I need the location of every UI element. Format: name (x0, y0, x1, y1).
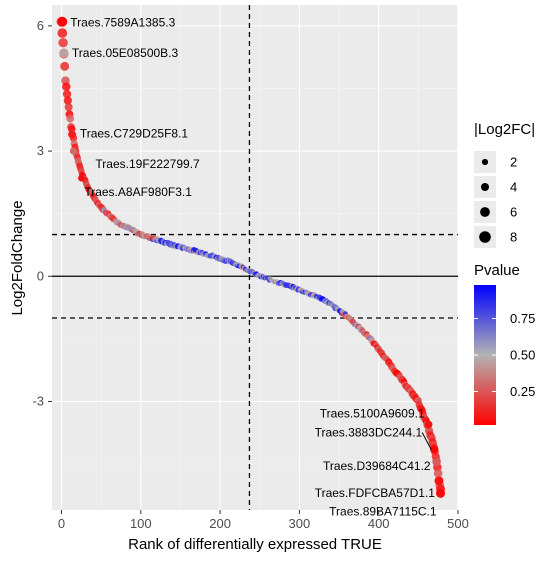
point-label: Traes.C729D25F8.1 (80, 126, 189, 140)
point-labels: Traes.7589A1385.3 Traes.05E08500B.3 Traes.… (70, 16, 437, 519)
data-point (68, 125, 76, 133)
size-legend-dot (481, 158, 489, 166)
x-tick-label: 500 (447, 516, 469, 531)
labeled-point (424, 420, 433, 429)
size-legend-dot (479, 231, 491, 243)
size-legend-label: 8 (510, 230, 517, 245)
size-legend-label: 6 (510, 205, 517, 220)
point-label: Traes.7589A1385.3 (70, 16, 175, 30)
point-label: Traes.19F222799.7 (95, 157, 200, 171)
labeled-point (432, 457, 441, 467)
size-legend-label: 4 (510, 180, 517, 195)
y-tick-label: 6 (37, 18, 44, 33)
labeled-point (430, 445, 439, 454)
point-label: Traes.D39684C41.2 (323, 459, 431, 473)
data-point (62, 82, 71, 91)
color-legend: Pvalue 0.25 0.50 0.75 (474, 262, 535, 425)
size-legend-dot (481, 183, 489, 191)
colorbar-tick-label: 0.25 (510, 384, 535, 399)
x-tick-label: 400 (368, 516, 390, 531)
data-point (64, 103, 73, 112)
minor-grid (52, 5, 458, 510)
point-label: Traes.5100A9609.1 (320, 406, 425, 420)
plot-panel (52, 5, 458, 510)
x-tick-label: 100 (130, 516, 152, 531)
labeled-point (69, 147, 77, 155)
labeled-point (57, 16, 68, 27)
x-axis-ticks: 0 100 200 300 400 500 (58, 510, 469, 531)
x-tick-label: 0 (58, 516, 65, 531)
colorbar (474, 285, 496, 425)
labeled-point (434, 476, 444, 486)
major-grid (52, 5, 459, 510)
y-tick-label: 0 (37, 268, 44, 283)
colorbar-tick-label: 0.75 (510, 311, 535, 326)
point-label: Traes.89BA7115C.1 (329, 504, 437, 518)
point-label: Traes.3883DC244.1 (315, 425, 423, 439)
size-legend-title: |Log2FC| (474, 121, 535, 138)
size-legend: |Log2FC| 2 4 6 8 (474, 121, 535, 248)
x-axis-title: Rank of differentially expressed TRUE (128, 536, 382, 553)
labeled-point (59, 48, 69, 58)
point-label: Traes.05E08500B.3 (72, 46, 179, 60)
labeled-point (68, 130, 76, 139)
x-tick-label: 200 (209, 516, 231, 531)
data-points (56, 16, 446, 498)
size-legend-dot (480, 207, 490, 217)
y-tick-label: 3 (37, 143, 44, 158)
point-label: Traes.A8AF980F3.1 (84, 185, 192, 199)
x-tick-label: 300 (289, 516, 311, 531)
labeled-point (436, 488, 446, 498)
size-legend-label: 2 (510, 155, 517, 170)
point-label: Traes.FDFCBA57D1.1 (315, 486, 436, 500)
data-point (60, 61, 70, 71)
data-point (63, 96, 72, 105)
y-axis-ticks: -3 0 3 6 (32, 18, 52, 408)
y-tick-label: -3 (32, 393, 44, 408)
data-point (66, 114, 75, 123)
color-legend-title: Pvalue (474, 262, 520, 279)
label-leader-line (421, 432, 432, 450)
labeled-point (78, 174, 85, 182)
data-point (433, 469, 443, 478)
data-point (58, 37, 68, 48)
data-point (62, 89, 72, 99)
y-axis-title: Log2FoldChange (9, 200, 26, 315)
colorbar-tick-label: 0.50 (510, 348, 535, 363)
data-point (57, 28, 68, 38)
